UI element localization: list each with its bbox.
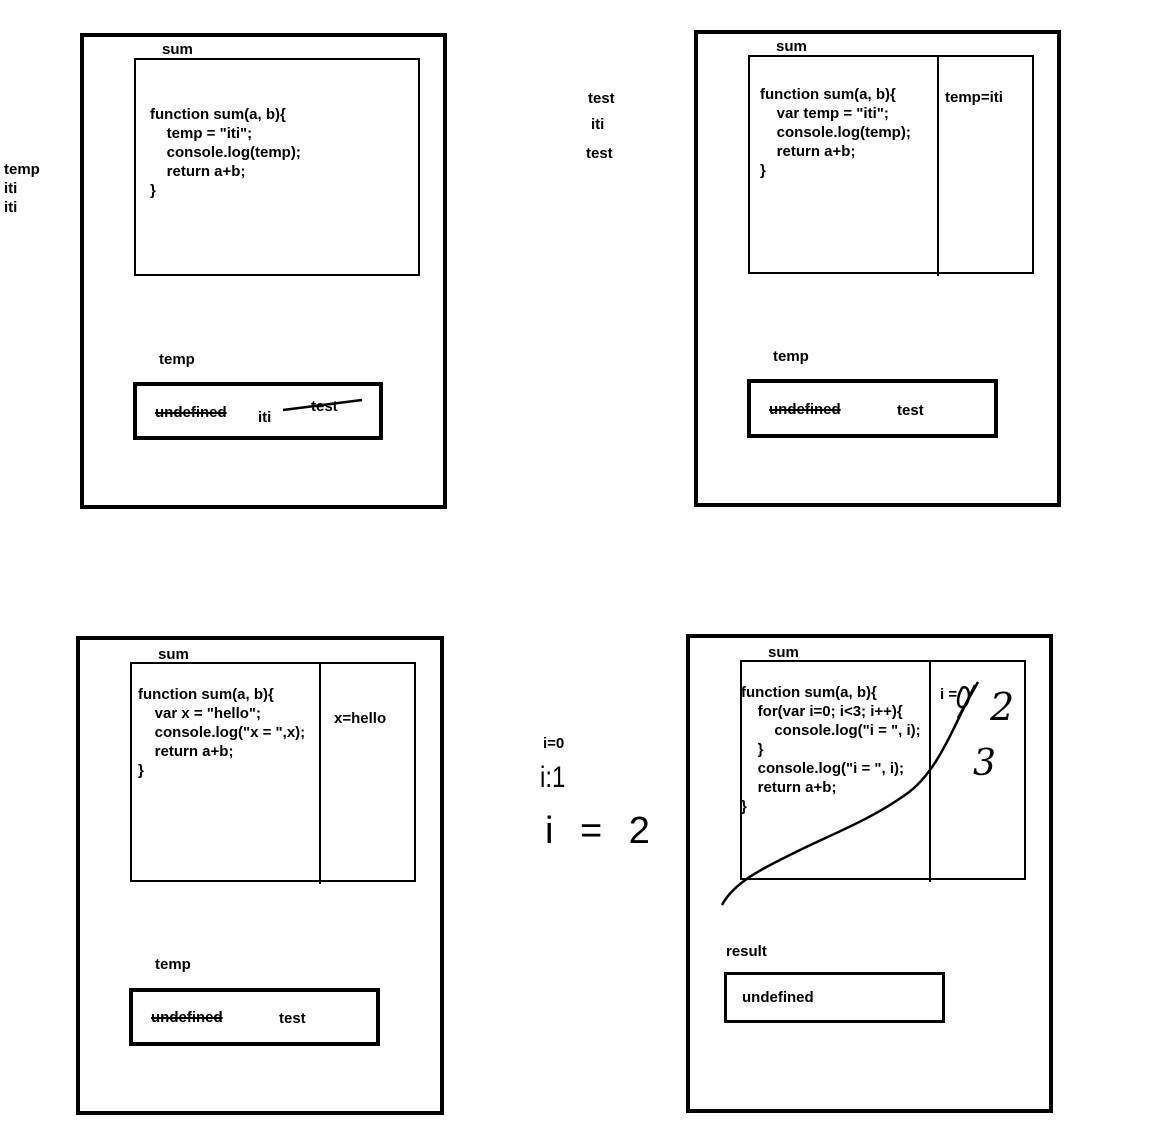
panel-4-handwritten-3: 3 — [973, 743, 996, 784]
panel-1-scope-label: sum — [162, 41, 193, 58]
middle-note-i2: i = 2 — [545, 810, 658, 852]
panel-3-var-label: temp — [155, 956, 191, 973]
panel-1-crossed-value-2: test — [311, 398, 338, 415]
panel-2-current-value: test — [897, 402, 924, 419]
panel-1-code: function sum(a, b){ temp = "iti"; consol… — [150, 106, 301, 199]
panel-1-value-box — [133, 382, 383, 440]
panel-4-local-var: i = — [940, 686, 958, 703]
panel-2-crossed-value: undefined — [769, 401, 841, 418]
panel-2-local-var: temp=iti — [945, 89, 1003, 106]
panel-4-handwritten-2: 2 — [990, 685, 1015, 729]
left-note: temp iti iti — [4, 161, 40, 216]
middle-note-i0: i=0 — [543, 735, 565, 752]
panel-3-scope-label: sum — [158, 646, 189, 663]
panel-4-code: function sum(a, b){ for(var i=0; i<3; i+… — [741, 684, 921, 815]
panel-4-scope-label: sum — [768, 644, 799, 661]
middle-note-i1: i:1 — [540, 761, 566, 794]
panel-3-current-value: test — [279, 1010, 306, 1027]
middle-note-3: test — [586, 145, 613, 162]
panel-4-value-box — [724, 972, 945, 1023]
panel-1-current-value: iti — [258, 409, 272, 426]
panel-1-crossed-value: undefined — [155, 404, 227, 421]
panel-2 — [694, 30, 1061, 507]
panel-3-scope-box — [130, 662, 416, 882]
panel-3-divider — [319, 662, 321, 884]
panel-3-crossed-value: undefined — [151, 1009, 223, 1026]
panel-2-var-label: temp — [773, 348, 809, 365]
panel-1-scope-box — [134, 58, 420, 276]
panel-2-value-box — [747, 379, 998, 438]
middle-note-1: test — [588, 90, 615, 107]
panel-2-scope-box — [748, 55, 1034, 274]
middle-note-2: iti — [591, 116, 605, 133]
panel-4-divider — [929, 660, 931, 882]
panel-3-code: function sum(a, b){ var x = "hello"; con… — [138, 686, 306, 779]
panel-1 — [80, 33, 447, 509]
panel-2-scope-label: sum — [776, 38, 807, 55]
panel-3-value-box — [129, 988, 380, 1046]
panel-2-code: function sum(a, b){ var temp = "iti"; co… — [760, 86, 911, 179]
panel-2-divider — [937, 55, 939, 276]
panel-3-local-var: x=hello — [334, 710, 387, 727]
panel-4-value: undefined — [742, 989, 814, 1006]
panel-1-var-label: temp — [159, 351, 195, 368]
panel-3 — [76, 636, 444, 1115]
panel-4-var-label: result — [726, 943, 767, 960]
